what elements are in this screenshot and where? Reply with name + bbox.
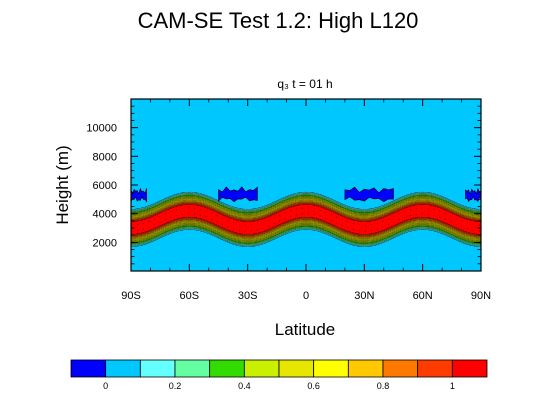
contour-line — [130, 217, 482, 236]
x-tick-label: 30S — [238, 290, 258, 302]
y-tick-label: 6000 — [93, 180, 117, 192]
contour-line — [131, 200, 481, 219]
x-tick-label: 30N — [354, 290, 374, 302]
contour-line — [131, 213, 481, 232]
contour-line — [131, 221, 481, 240]
band-level-9 — [131, 201, 481, 238]
colorbar-box — [347, 359, 384, 378]
colorbar-labels: 0 0.2 0.4 0.6 0.8 1 — [103, 381, 455, 391]
contour-line — [130, 194, 482, 213]
colorbar-box — [382, 359, 419, 378]
negative-patch — [130, 187, 147, 203]
colorbar-box — [174, 359, 211, 378]
contour-line — [130, 191, 482, 210]
axis-ticks — [130, 99, 482, 271]
colorbar-tick-label: 1 — [450, 381, 455, 391]
contour-line — [131, 220, 481, 239]
colorbar-box — [278, 359, 315, 378]
colorbar-tick-label: 0.8 — [377, 381, 390, 391]
colorbar-box — [139, 359, 176, 378]
y-tick-labels: 2000 4000 6000 8000 10000 — [86, 123, 117, 250]
x-tick-label: 60S — [180, 290, 200, 302]
x-tick-label: 90N — [471, 290, 491, 302]
band-level-11 — [131, 204, 481, 235]
contour-line — [131, 203, 481, 221]
colorbar — [70, 359, 488, 378]
colorbar-box — [417, 359, 453, 378]
colorbar-tick-label: 0.6 — [307, 381, 320, 391]
colorbar-tick-label: 0 — [103, 381, 108, 391]
colorbar-box — [70, 359, 107, 378]
negative-patch — [344, 186, 394, 203]
x-tick-label: 90S — [121, 290, 141, 302]
plot-background — [131, 99, 481, 271]
contour-line — [131, 223, 481, 242]
contour-line — [131, 226, 481, 245]
contour-line — [130, 222, 482, 241]
contour-line — [131, 218, 481, 237]
colorbar-box — [243, 359, 280, 378]
contour-line — [130, 219, 482, 238]
contour-line — [130, 228, 482, 246]
colorbar-tick-label: 0.4 — [238, 381, 251, 391]
x-tick-label: 60N — [413, 290, 433, 302]
contour-line — [130, 196, 482, 215]
x-axis-label: Latitude — [275, 320, 336, 339]
colorbar-tick-label: 0.2 — [169, 381, 182, 391]
chart-subtitle: q₃ t = 01 h — [277, 77, 332, 91]
contour-line — [131, 217, 481, 235]
contour-line — [131, 192, 481, 211]
chart-title: CAM-SE Test 1.2: High L120 — [138, 8, 419, 33]
negative-patch — [218, 186, 258, 203]
contour-line — [131, 198, 481, 217]
contour-line — [131, 229, 481, 247]
contour-line — [130, 197, 482, 216]
contour-line — [130, 225, 482, 244]
contour-line — [130, 199, 482, 218]
contour-line — [131, 201, 481, 219]
contour-line — [131, 207, 481, 226]
x-tick-labels: 90S 60S 30S 0 30N 60N 90N — [121, 290, 491, 302]
y-tick-label: 2000 — [93, 237, 117, 249]
contour-line — [131, 224, 481, 243]
contour-line — [131, 195, 481, 214]
contour-line — [130, 202, 482, 220]
contour-lines — [130, 191, 482, 247]
colorbar-box — [313, 359, 349, 378]
contour-line — [130, 204, 482, 222]
y-tick-label: 8000 — [93, 151, 117, 163]
negative-patches — [130, 186, 482, 203]
x-tick-label: 0 — [303, 290, 309, 302]
colorbar-box — [451, 359, 488, 378]
contour-line — [130, 227, 482, 246]
y-tick-label: 10000 — [86, 123, 117, 135]
y-axis-label: Height (m) — [53, 145, 72, 224]
colorbar-box — [209, 359, 245, 378]
contour-line — [131, 193, 481, 212]
colorbar-box — [105, 359, 141, 378]
plot-area: 90S 60S 30S 0 30N 60N 90N 2000 4000 6000 8000 1000… — [86, 98, 491, 302]
y-tick-label: 4000 — [93, 209, 117, 221]
